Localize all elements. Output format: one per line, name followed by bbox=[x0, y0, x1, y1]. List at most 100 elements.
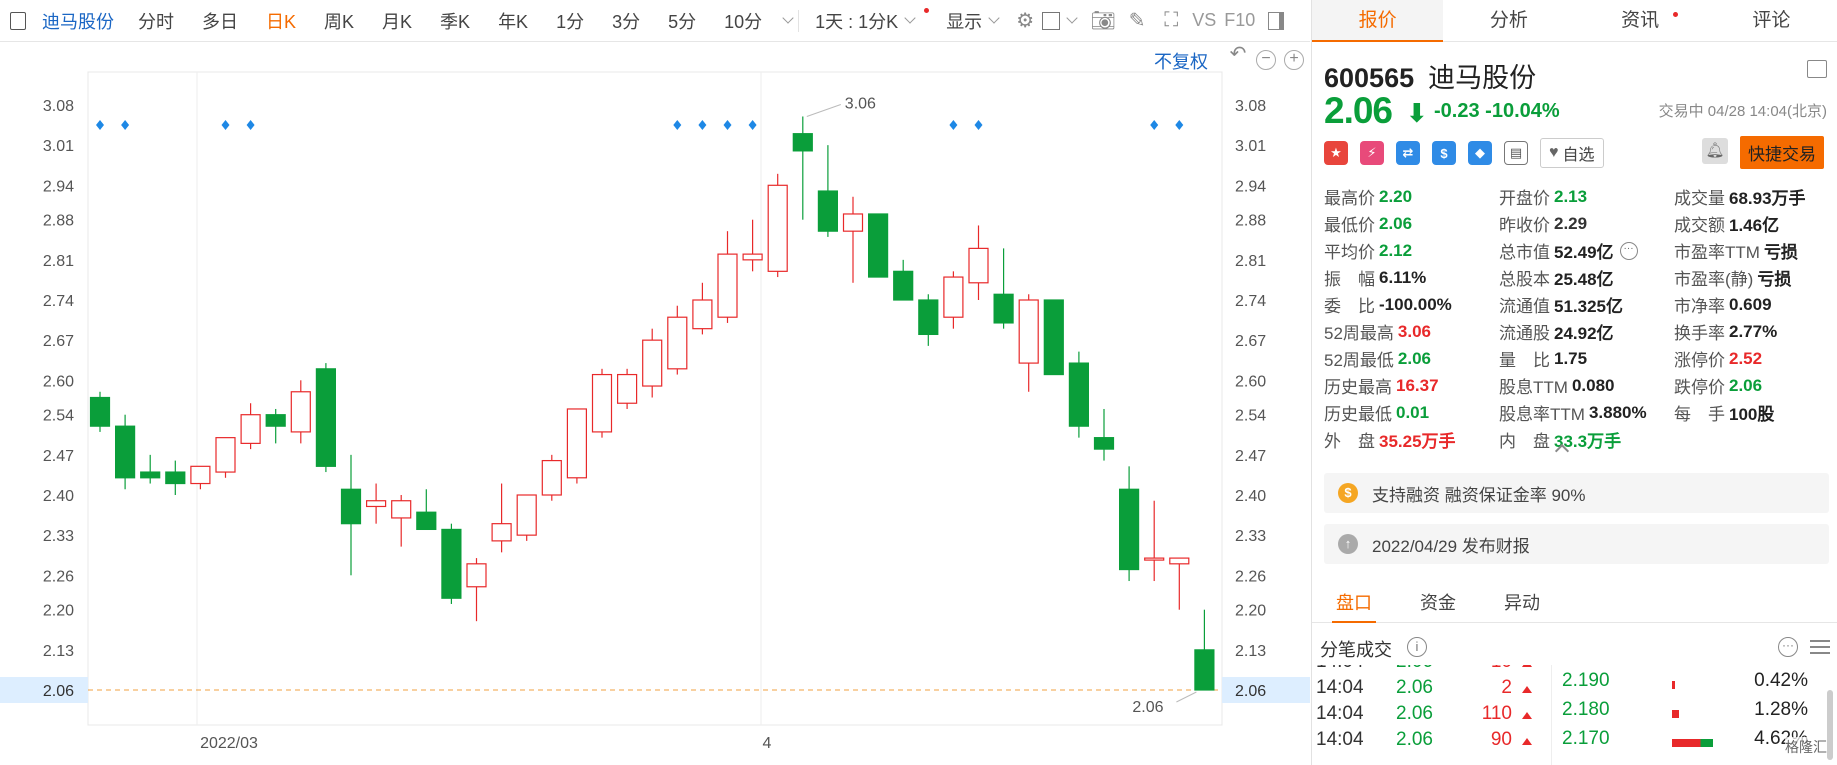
quote-field: 昨收价 2.29 bbox=[1499, 211, 1674, 236]
period-tab-7[interactable]: 1分 bbox=[556, 11, 585, 32]
candle-up bbox=[391, 500, 412, 519]
bell-icon[interactable]: 🔔︎ bbox=[1702, 138, 1728, 164]
up-triangle-icon bbox=[1522, 665, 1532, 667]
quote-tab-1[interactable]: 分析 bbox=[1489, 10, 1528, 31]
stock-name-button[interactable]: 迪马股份 bbox=[0, 0, 124, 42]
coin-icon: $ bbox=[1338, 483, 1358, 503]
field-value: 2.52 bbox=[1729, 348, 1763, 368]
period-tab-10[interactable]: 10分 bbox=[724, 11, 763, 32]
camera-icon[interactable]: 📷︎ bbox=[1090, 10, 1116, 32]
bottom-tab-2[interactable]: 异动 bbox=[1504, 593, 1540, 613]
period-tab-4[interactable]: 月K bbox=[382, 11, 413, 32]
tick-row: 14:04 2.06 110 bbox=[1316, 703, 1546, 731]
tick-list[interactable]: 14:04 2.06 10 14:04 2.06 2 14:04 2.06 110 14:04 2.… bbox=[1312, 665, 1552, 765]
event-marker-icon bbox=[1175, 120, 1184, 130]
fullscreen-icon[interactable]: ⛶ bbox=[1164, 9, 1179, 31]
field-value: 68.93万手 bbox=[1729, 189, 1806, 208]
y-tick-label-right: 2.40 bbox=[1235, 488, 1266, 505]
panel-toggle-icon[interactable] bbox=[10, 11, 26, 30]
chevron-down-icon bbox=[988, 12, 1000, 24]
period-tab-8[interactable]: 3分 bbox=[612, 11, 641, 32]
shuffle-icon[interactable]: ⇄ bbox=[1396, 141, 1420, 165]
more-icon[interactable]: ··· bbox=[1619, 241, 1638, 260]
candle-down bbox=[1043, 299, 1064, 376]
field-label: 涨停价 bbox=[1674, 351, 1725, 370]
tag-icon[interactable]: ◆ bbox=[1468, 141, 1492, 165]
y-tick-label-right: 2.74 bbox=[1235, 293, 1266, 310]
y-tick-label-left: 2.40 bbox=[43, 488, 74, 505]
field-value: 2.20 bbox=[1379, 186, 1413, 206]
undo-icon[interactable]: ↶ bbox=[1229, 43, 1247, 65]
y-tick-label-right: 2.94 bbox=[1235, 178, 1266, 195]
more-icon[interactable]: ··· bbox=[1778, 637, 1798, 657]
earnings-notice[interactable]: ↑ 2022/04/29 发布财报 bbox=[1324, 524, 1829, 564]
candle-down bbox=[340, 488, 362, 525]
tick-t: 14:04 bbox=[1316, 703, 1364, 724]
kline-chart-area[interactable]: 3.08 3.08 3.01 3.01 2.94 2.94 2.88 2.88 2.81 2.81… bbox=[0, 42, 1310, 765]
quote-field: 最低价 2.06 bbox=[1324, 211, 1499, 236]
quote-tab-3[interactable]: 评论 bbox=[1752, 10, 1791, 31]
watermark-text: 格隆汇 bbox=[1785, 737, 1827, 757]
tick-v: 10 bbox=[1491, 665, 1512, 673]
add-watchlist-button[interactable]: ♥ 自选 bbox=[1540, 138, 1604, 168]
f10-button[interactable]: F10 bbox=[1224, 10, 1256, 30]
event-marker-icon bbox=[748, 120, 757, 130]
field-value: 2.06 bbox=[1379, 213, 1413, 233]
quote-tab-2[interactable]: 资讯 bbox=[1621, 10, 1660, 31]
tick-t: 14:04 bbox=[1316, 665, 1364, 673]
max-label-leader bbox=[806, 103, 841, 117]
bottom-tab-0[interactable]: 盘口 bbox=[1312, 583, 1396, 623]
book-icon[interactable]: ▤ bbox=[1504, 141, 1528, 165]
adjust-mode-button[interactable]: 不复权 bbox=[1154, 52, 1208, 72]
display-menu-button[interactable]: 显示 bbox=[936, 0, 1008, 42]
side-panel-icon[interactable] bbox=[1259, 11, 1293, 30]
gear-icon[interactable]: ⚙ bbox=[1016, 10, 1035, 32]
zoom-in-icon[interactable]: + bbox=[1284, 50, 1304, 70]
tick-p: 2.06 bbox=[1396, 703, 1433, 724]
event-marker-icon bbox=[723, 120, 732, 130]
chevron-down-icon[interactable] bbox=[782, 12, 794, 24]
candle-down bbox=[114, 425, 136, 479]
dollar-icon[interactable]: $ bbox=[1432, 141, 1456, 165]
field-label: 成交额 bbox=[1674, 216, 1725, 235]
event-marker-icon bbox=[949, 120, 958, 130]
depth-bar bbox=[1672, 710, 1680, 718]
chart-toolbar: 迪马股份 分时 多日 日K 周K 月K 季K 年K 1分 3分 5分 10分 1天 : 1分K 显示… bbox=[0, 0, 1310, 42]
quote-field: 涨停价 2.52 bbox=[1674, 346, 1834, 371]
candle-up bbox=[566, 408, 588, 479]
current-price-label-left: 2.06 bbox=[43, 683, 74, 700]
quick-trade-button[interactable]: 快捷交易 bbox=[1740, 136, 1824, 169]
pencil-icon[interactable]: ✎ bbox=[1128, 10, 1146, 32]
candle-down bbox=[315, 368, 336, 467]
candle-up bbox=[190, 465, 211, 485]
period-tab-0[interactable]: 分时 bbox=[138, 11, 174, 32]
field-value: 0.01 bbox=[1396, 402, 1430, 422]
bottom-tab-1[interactable]: 资金 bbox=[1420, 593, 1456, 613]
margin-notice[interactable]: $ 支持融资 融资保证金率 90% bbox=[1324, 473, 1829, 513]
layout-toggle-icon[interactable] bbox=[1807, 60, 1827, 78]
y-tick-label-left: 2.74 bbox=[43, 293, 74, 310]
list-view-icon[interactable] bbox=[1810, 640, 1830, 654]
period-tab-3[interactable]: 周K bbox=[324, 11, 355, 32]
field-label: 历史最低 bbox=[1324, 405, 1392, 424]
period-tab-1[interactable]: 多日 bbox=[202, 11, 238, 32]
candle-down bbox=[893, 270, 914, 301]
quote-tab-0[interactable]: 报价 bbox=[1312, 0, 1444, 42]
field-label: 跌停价 bbox=[1674, 378, 1725, 397]
range-select[interactable]: 1天 : 1分K bbox=[805, 0, 924, 42]
square-select-icon[interactable] bbox=[1042, 11, 1078, 30]
period-tab-5[interactable]: 季K bbox=[440, 11, 471, 32]
info-icon[interactable]: i bbox=[1407, 637, 1427, 657]
current-price: 2.06 bbox=[1324, 90, 1393, 131]
period-tab-9[interactable]: 5分 bbox=[668, 11, 697, 32]
period-tab-2[interactable]: 日K bbox=[266, 11, 297, 32]
scrollbar[interactable] bbox=[1827, 690, 1833, 760]
quote-row: 委 比 -100.00% 流通值 51.325亿 市净率 0.609 bbox=[1324, 291, 1834, 318]
zoom-out-icon[interactable]: − bbox=[1256, 50, 1276, 70]
flash-icon[interactable]: ⚡︎ bbox=[1360, 141, 1384, 165]
field-value: 100股 bbox=[1729, 405, 1775, 424]
china-flag-icon[interactable]: ★ bbox=[1324, 141, 1348, 165]
kline-chart[interactable]: 3.08 3.08 3.01 3.01 2.94 2.94 2.88 2.88 2.81 2.81… bbox=[0, 42, 1310, 765]
period-tab-6[interactable]: 年K bbox=[498, 11, 529, 32]
vs-compare-button[interactable]: VS bbox=[1192, 10, 1217, 30]
